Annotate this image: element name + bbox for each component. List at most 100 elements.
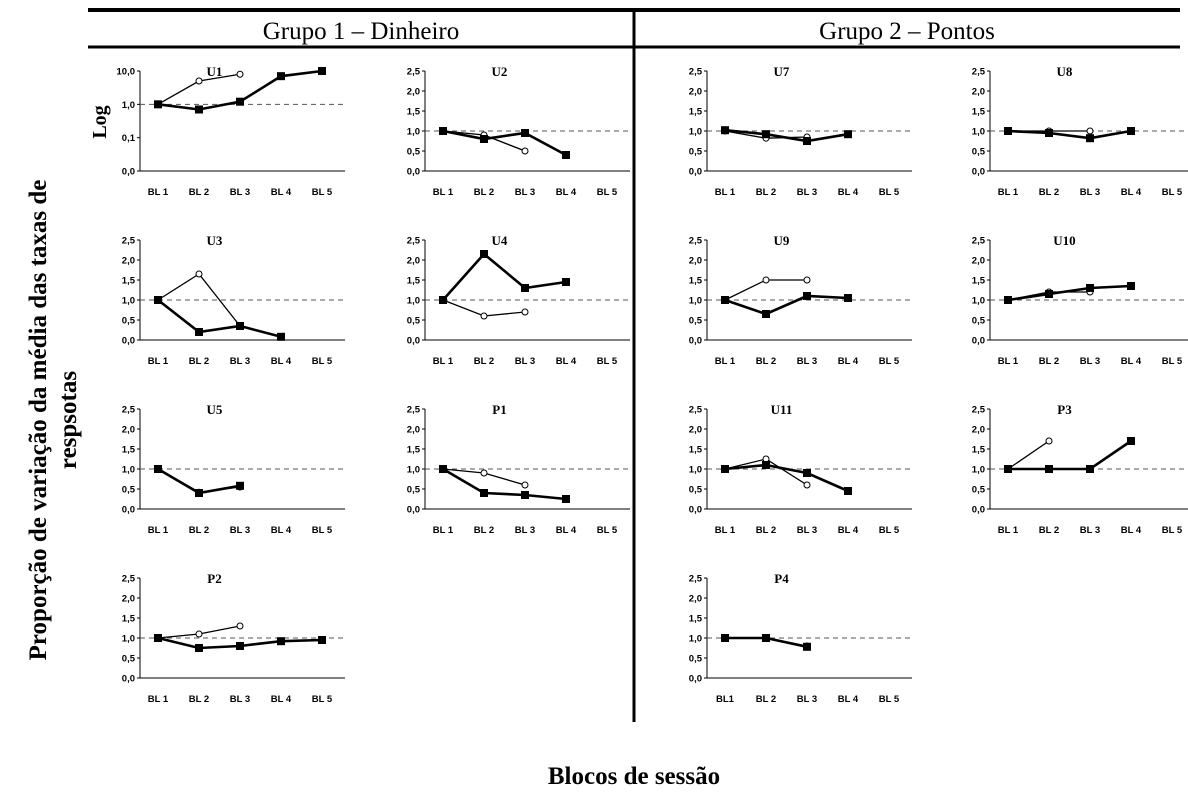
panel-p2: 0,0 0,5 1,0 1,5 2,0 2,5 BL 1 BL 2 BL 3 BL 4 BL 5 P2 bbox=[122, 571, 345, 705]
x-tick-label: BL 1 bbox=[148, 694, 169, 705]
y-tick-label: 0,0 bbox=[407, 505, 420, 516]
panel-p3: 0,0 0,5 1,0 1,5 2,0 2,5 BL 1 BL 2 BL 3 BL 4 BL 5 P3 bbox=[972, 402, 1188, 536]
series-line-filled bbox=[442, 467, 567, 501]
y-tick-label: 0,0 bbox=[122, 674, 135, 685]
data-point-square bbox=[1004, 465, 1012, 473]
x-tick-label: BL 1 bbox=[148, 525, 169, 536]
x-tick-label: BL 5 bbox=[312, 356, 333, 367]
y-tick-label: 1,5 bbox=[972, 107, 986, 118]
x-tick-label: BL 5 bbox=[597, 187, 618, 198]
x-tick-label: BL 3 bbox=[230, 356, 250, 367]
y-tick-label: 0,5 bbox=[972, 316, 986, 327]
x-tick-label: BL 3 bbox=[230, 187, 250, 198]
data-point-square bbox=[480, 489, 488, 497]
panel-u1: 0,0 0,1 1,0 10,0 BL 1 BL 2 BL 3 BL 4 BL 5 U1 bbox=[117, 64, 345, 198]
series-line-filled bbox=[1007, 129, 1132, 140]
y-tick-label: 2,0 bbox=[689, 256, 702, 267]
data-point-square bbox=[480, 250, 488, 258]
x-tick-label: BL 2 bbox=[756, 694, 776, 705]
data-point-square bbox=[1045, 290, 1053, 298]
y-tick-label: 0,5 bbox=[407, 316, 421, 327]
data-point-circle bbox=[236, 70, 244, 78]
y-tick-label: 0,0 bbox=[689, 167, 702, 178]
panel-title: P4 bbox=[774, 571, 789, 586]
x-tick-label: BL 5 bbox=[1162, 187, 1183, 198]
panel-title: U2 bbox=[492, 64, 508, 79]
y-tick-label: 1,0 bbox=[689, 296, 702, 307]
x-tick-label: BL 2 bbox=[474, 356, 494, 367]
x-tick-label: BL 1 bbox=[433, 187, 454, 198]
series-line-filled bbox=[442, 129, 567, 157]
y-tick-label: 0,1 bbox=[122, 133, 136, 144]
y-tick-label: 1,0 bbox=[122, 296, 135, 307]
x-tick-label: BL 3 bbox=[515, 356, 535, 367]
data-point-square bbox=[480, 135, 488, 143]
x-tick-label: BL 1 bbox=[998, 356, 1019, 367]
data-point-circle bbox=[236, 622, 244, 630]
y-tick-label: 2,5 bbox=[407, 67, 421, 78]
y-tick-label: 2,5 bbox=[972, 236, 986, 247]
data-point-square bbox=[1127, 127, 1135, 135]
data-point-circle bbox=[480, 312, 488, 320]
data-point-square bbox=[762, 461, 770, 469]
x-tick-label: BL 4 bbox=[271, 525, 292, 536]
x-tick-label: BL 4 bbox=[1121, 356, 1142, 367]
y-tick-label: 0,5 bbox=[972, 147, 986, 158]
panel-u11: 0,0 0,5 1,0 1,5 2,0 2,5 BL 1 BL 2 BL 3 BL 4 BL 5 U1… bbox=[689, 402, 912, 536]
series-line-open bbox=[1007, 440, 1050, 470]
data-point-square bbox=[762, 310, 770, 318]
y-tick-label: 0,0 bbox=[122, 167, 135, 178]
y-tick-label: 2,5 bbox=[972, 405, 986, 416]
data-point-circle bbox=[480, 469, 488, 477]
x-tick-label: BL1 bbox=[716, 694, 735, 705]
x-tick-label: BL 4 bbox=[556, 356, 577, 367]
y-tick-label: 0,5 bbox=[122, 654, 136, 665]
data-point-square bbox=[1004, 127, 1012, 135]
y-tick-label: 0,5 bbox=[689, 654, 703, 665]
x-tick-label: BL 3 bbox=[1080, 356, 1100, 367]
data-point-square bbox=[154, 465, 162, 473]
y-tick-label: 1,5 bbox=[689, 276, 703, 287]
y-tick-label: 2,0 bbox=[689, 87, 702, 98]
y-tick-label: 1,5 bbox=[122, 614, 136, 625]
y-tick-label: 0,5 bbox=[122, 485, 136, 496]
data-point-square bbox=[154, 296, 162, 304]
x-tick-label: BL 1 bbox=[433, 356, 454, 367]
data-point-square bbox=[521, 284, 529, 292]
panel-title: P2 bbox=[207, 571, 221, 586]
y-tick-label: 1,5 bbox=[407, 445, 421, 456]
y-tick-label: 1,0 bbox=[407, 296, 420, 307]
data-point-square bbox=[277, 332, 285, 341]
x-tick-label: BL 4 bbox=[838, 694, 859, 705]
data-point-circle bbox=[521, 308, 529, 316]
data-point-square bbox=[521, 491, 529, 499]
x-tick-label: BL 1 bbox=[715, 525, 736, 536]
y-tick-label: 2,0 bbox=[122, 425, 135, 436]
x-tick-label: BL 1 bbox=[998, 187, 1019, 198]
y-tick-label: 2,5 bbox=[972, 67, 986, 78]
x-tick-label: BL 5 bbox=[312, 694, 333, 705]
y-tick-label: 2,0 bbox=[972, 425, 985, 436]
x-tick-label: BL 1 bbox=[998, 525, 1019, 536]
x-tick-label: BL 5 bbox=[879, 525, 900, 536]
data-point-square bbox=[1127, 437, 1135, 445]
data-point-circle bbox=[521, 147, 529, 155]
x-tick-label: BL 4 bbox=[271, 694, 292, 705]
data-point-square bbox=[318, 67, 326, 75]
y-tick-label: 1,5 bbox=[122, 276, 136, 287]
x-tick-label: BL 2 bbox=[189, 356, 209, 367]
data-point-square bbox=[318, 636, 326, 644]
y-tick-label: 0,5 bbox=[689, 316, 703, 327]
panel-title: U9 bbox=[774, 233, 790, 248]
y-tick-label: 1,5 bbox=[407, 107, 421, 118]
series-line-filled bbox=[442, 252, 567, 301]
data-point-square bbox=[439, 127, 447, 135]
x-tick-label: BL 4 bbox=[271, 187, 292, 198]
y-tick-label: 0,0 bbox=[122, 505, 135, 516]
y-tick-label: 1,5 bbox=[122, 445, 136, 456]
x-tick-label: BL 3 bbox=[515, 187, 535, 198]
x-tick-label: BL 2 bbox=[189, 694, 209, 705]
panel-u2: 0,0 0,5 1,0 1,5 2,0 2,5 BL 1 BL 2 BL 3 BL 4 BL 5 U2 bbox=[407, 64, 630, 198]
panel-title: U4 bbox=[492, 233, 508, 248]
y-tick-label: 0,5 bbox=[122, 316, 136, 327]
